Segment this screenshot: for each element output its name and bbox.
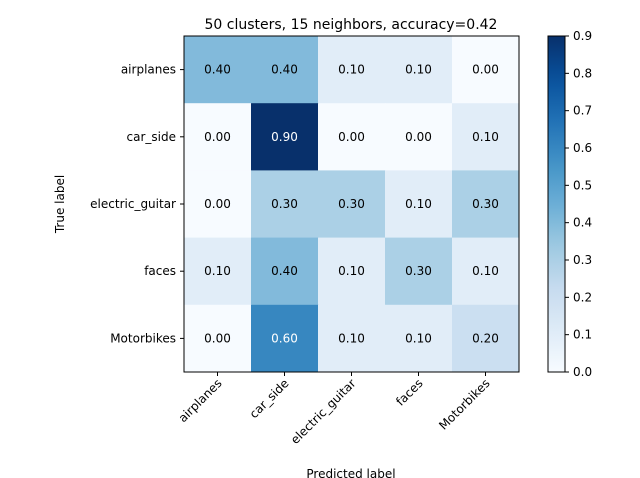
heatmap-cell [452, 170, 520, 239]
cell-value-label: 0.60 [271, 331, 298, 345]
colorbar-tick-label: 0.0 [573, 365, 592, 379]
cell-value-label: 0.40 [271, 63, 298, 77]
cell-value-label: 0.40 [204, 63, 231, 77]
cell-value-label: 0.10 [338, 264, 365, 278]
heatmap-cell [184, 103, 252, 171]
colorbar-tick-label: 0.4 [573, 216, 592, 230]
y-tick-label: Motorbikes [110, 331, 176, 345]
x-tick-label: airplanes [176, 376, 225, 425]
y-tick-label: airplanes [121, 63, 176, 77]
x-tick-label: faces [393, 376, 425, 408]
heatmap-cell [452, 103, 520, 171]
cell-value-label: 0.10 [405, 331, 432, 345]
cell-value-label: 0.10 [472, 130, 499, 144]
cell-value-label: 0.30 [405, 264, 432, 278]
heatmap-cells: 0.40 0.40 0.10 0.10 0.00 0.00 0.90 0.00 0.00 0.10… [184, 36, 520, 373]
cell-value-label: 0.40 [271, 264, 298, 278]
heatmap-cell [452, 304, 520, 373]
heatmap-cell [452, 237, 520, 306]
y-tick-label: electric_guitar [90, 197, 176, 211]
cell-value-label: 0.10 [472, 264, 499, 278]
cell-value-label: 0.30 [338, 197, 365, 211]
heatmap-cell [385, 170, 453, 239]
cell-value-label: 0.10 [405, 63, 432, 77]
heatmap-cell [251, 36, 319, 104]
heatmap-cell [318, 103, 386, 171]
x-tick-label: car_side [247, 376, 292, 421]
x-tick-label: electric_guitar [288, 376, 359, 447]
colorbar-tick-label: 0.3 [573, 253, 592, 267]
heatmap-cell [251, 304, 319, 373]
heatmap-cell [184, 36, 252, 104]
cell-value-label: 0.10 [204, 264, 231, 278]
colorbar-tick-label: 0.9 [573, 29, 592, 43]
chart-title: 50 clusters, 15 neighbors, accuracy=0.42 [205, 17, 498, 33]
heatmap-cell [184, 237, 252, 306]
colorbar-tick-label: 0.5 [573, 178, 592, 192]
cell-value-label: 0.00 [204, 197, 231, 211]
heatmap-cell [318, 170, 386, 239]
heatmap-cell [385, 237, 453, 306]
heatmap-cell [184, 170, 252, 239]
colorbar-tick-label: 0.7 [573, 104, 592, 118]
heatmap-cell [385, 103, 453, 171]
heatmap-cell [251, 237, 319, 306]
colorbar-tick-label: 0.2 [573, 290, 592, 304]
y-tick-label: car_side [127, 130, 176, 144]
heatmap-cell [452, 36, 520, 104]
x-tick-label: Motorbikes [436, 376, 492, 432]
heatmap-cell [385, 304, 453, 373]
cell-value-label: 0.00 [338, 130, 365, 144]
cell-value-label: 0.20 [472, 331, 499, 345]
heatmap-cell [251, 170, 319, 239]
cell-value-label: 0.00 [204, 130, 231, 144]
colorbar-gradient [547, 35, 566, 373]
cell-value-label: 0.00 [405, 130, 432, 144]
cell-value-label: 0.10 [338, 331, 365, 345]
heatmap-cell [251, 103, 319, 171]
colorbar-tick-label: 0.1 [573, 328, 592, 342]
cell-value-label: 0.00 [204, 331, 231, 345]
cell-value-label: 0.10 [338, 63, 365, 77]
heatmap-cell [184, 304, 252, 373]
cell-value-label: 0.00 [472, 63, 499, 77]
colorbar-tick-label: 0.6 [573, 141, 592, 155]
x-axis-label: Predicted label [306, 467, 395, 478]
y-tick-label: faces [144, 264, 176, 278]
heatmap-cell [318, 36, 386, 104]
y-axis-label: True label [53, 175, 67, 234]
colorbar-tick-label: 0.8 [573, 66, 592, 80]
heatmap-cell [385, 36, 453, 104]
heatmap-cell [318, 237, 386, 306]
cell-value-label: 0.30 [271, 197, 298, 211]
cell-value-label: 0.90 [271, 130, 298, 144]
cell-value-label: 0.10 [405, 197, 432, 211]
colorbar: 0.0 0.1 0.2 0.3 0.4 0.5 0.6 0.7 0.8 0.9 [547, 29, 592, 379]
cell-value-label: 0.30 [472, 197, 499, 211]
heatmap-cell [318, 304, 386, 373]
